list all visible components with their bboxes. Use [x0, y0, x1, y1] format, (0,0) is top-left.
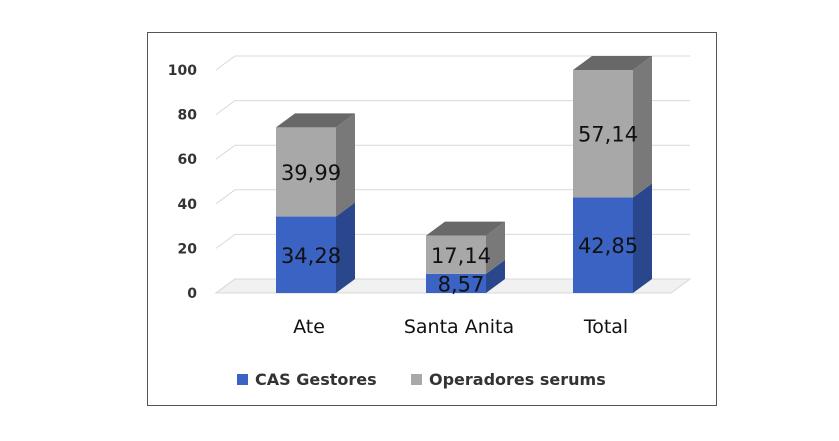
legend-swatch	[237, 374, 248, 385]
bar-side	[336, 202, 355, 293]
bars	[276, 56, 652, 293]
data-label: 39,99	[281, 161, 341, 185]
data-label: 42,85	[578, 234, 638, 258]
data-label: 57,14	[578, 123, 638, 147]
gridline	[215, 55, 690, 71]
bar-top	[276, 113, 355, 128]
y-axis-ticks: 0 20 40 60 80 100	[168, 63, 197, 302]
data-label: 34,28	[281, 244, 341, 268]
data-label: 17,14	[431, 244, 491, 268]
y-tick-label: 20	[178, 241, 198, 257]
bar-segment	[426, 235, 486, 274]
data-labels: 34,28 39,99 8,57 17,14 42,85 57,14	[281, 123, 638, 297]
x-axis-ticks: Ate Santa Anita Total	[293, 316, 628, 338]
gridline	[215, 100, 690, 116]
y-tick-label: 100	[168, 63, 197, 79]
y-tick-label: 40	[178, 197, 198, 213]
legend-swatch	[411, 374, 422, 385]
bar-segment	[573, 197, 633, 293]
data-label: 8,57	[438, 272, 485, 296]
bar-top	[573, 56, 652, 71]
gridline	[215, 278, 690, 294]
y-tick-label: 0	[187, 286, 197, 302]
y-tick-label: 60	[178, 152, 198, 168]
bar-side	[633, 56, 652, 198]
legend-label: Operadores serums	[429, 370, 606, 389]
gridline	[215, 233, 690, 249]
legend: CAS Gestores Operadores serums	[237, 370, 606, 389]
bar-side	[486, 259, 505, 293]
gridline	[215, 144, 690, 160]
bar-segment	[426, 273, 486, 293]
bar-top	[426, 221, 505, 236]
x-tick-label: Total	[583, 316, 628, 338]
bar-side	[336, 113, 355, 217]
bar-segment	[276, 216, 336, 293]
y-tick-label: 80	[178, 108, 198, 124]
gridline	[215, 189, 690, 205]
bar-side	[633, 183, 652, 293]
legend-label: CAS Gestores	[255, 370, 377, 389]
x-tick-label: Ate	[293, 316, 325, 338]
bar-segment	[276, 127, 336, 217]
bar-segment	[573, 70, 633, 198]
x-tick-label: Santa Anita	[404, 316, 514, 338]
bar-side	[486, 221, 505, 274]
